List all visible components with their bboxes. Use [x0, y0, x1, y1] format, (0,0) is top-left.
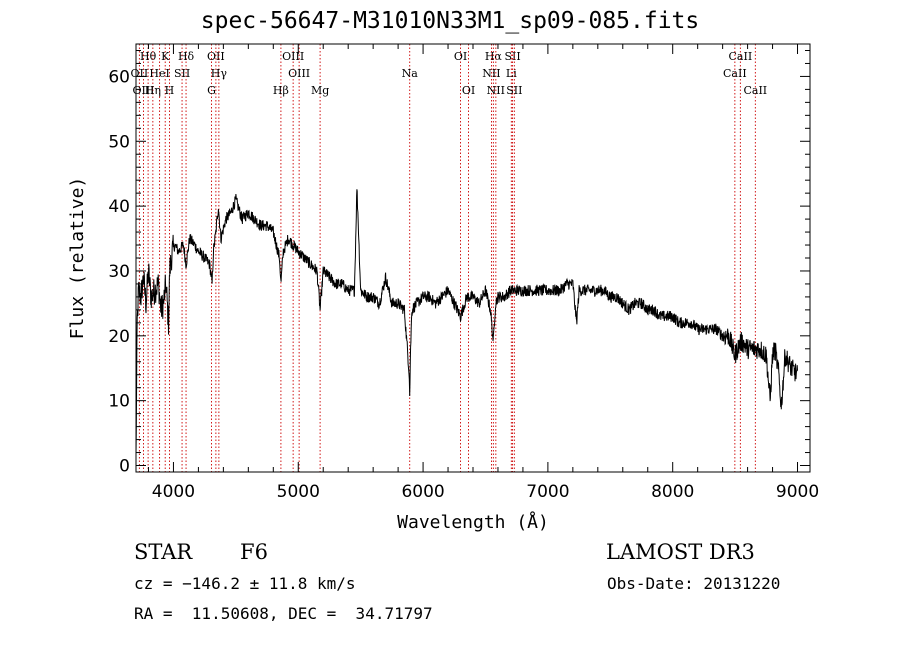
spectral-line-label: G: [207, 84, 216, 97]
spectral-line-label: Li: [506, 67, 517, 80]
spectral-line-label: Hθ: [140, 50, 157, 63]
redshift-velocity: cz = −146.2 ± 11.8 km/s: [134, 574, 356, 593]
spectral-line-label: SII: [506, 84, 522, 97]
spectral-line-label: H: [165, 84, 175, 97]
spectral-line-label: CaII: [729, 50, 753, 63]
y-tick-label: 10: [108, 392, 130, 412]
spectral-line-label: OII: [131, 67, 149, 80]
spectral-line-label: OI: [454, 50, 467, 63]
spectrum-line: [135, 189, 798, 455]
spectral-line-label: HeI: [149, 67, 169, 80]
coordinates: RA = 11.50608, DEC = 34.71797: [134, 604, 433, 623]
spectral-line-label: OI: [462, 84, 475, 97]
spectral-line-label: Na: [402, 67, 419, 80]
x-axis-label: Wavelength (Å): [397, 511, 549, 533]
object-subclass: F6: [240, 540, 268, 564]
y-tick-label: 60: [108, 67, 130, 87]
spectral-line-label: Mg: [311, 84, 329, 97]
spectral-line-label: K: [161, 50, 170, 63]
x-tick-label: 5000: [277, 482, 320, 502]
spectral-line-label: Hη: [145, 84, 161, 97]
y-tick-label: 30: [108, 262, 130, 282]
x-tick-label: 4000: [152, 482, 195, 502]
y-tick-label: 0: [119, 457, 130, 477]
x-tick-label: 9000: [776, 482, 819, 502]
x-tick-label: 8000: [651, 482, 694, 502]
chart-title: spec-56647-M31010N33M1_sp09-085.fits: [200, 8, 700, 34]
y-tick-label: 40: [108, 197, 130, 217]
survey-name: LAMOST DR3: [606, 540, 755, 564]
spectral-line-label: CaII: [743, 84, 767, 97]
spectral-line-label: SII: [174, 67, 190, 80]
plot-frame: [135, 43, 811, 473]
x-tick-label: 6000: [401, 482, 444, 502]
observation-date: Obs-Date: 20131220: [607, 574, 781, 593]
y-axis-label: Flux (relative): [67, 177, 88, 340]
spectral-line-label: SII: [504, 50, 520, 63]
y-tick-label: 20: [108, 327, 130, 347]
spectral-line-label: OII: [207, 50, 225, 63]
spectral-line-label: Hβ: [273, 84, 289, 97]
object-class: STAR: [134, 540, 193, 564]
spectral-line-label: Hδ: [178, 50, 195, 63]
x-tick-label: 7000: [526, 482, 569, 502]
spectral-line-label: NII: [482, 67, 500, 80]
spectral-line-label: Hγ: [211, 67, 228, 80]
y-tick-label: 50: [108, 132, 130, 152]
spectral-line-label: OIII: [288, 67, 310, 80]
spectral-line-label: OIII: [282, 50, 304, 63]
spectral-line-label: CaII: [723, 67, 747, 80]
spectral-line-label: NII: [487, 84, 505, 97]
spectral-line-label: OIII: [132, 84, 154, 97]
spectral-line-label: Hα: [485, 50, 503, 63]
